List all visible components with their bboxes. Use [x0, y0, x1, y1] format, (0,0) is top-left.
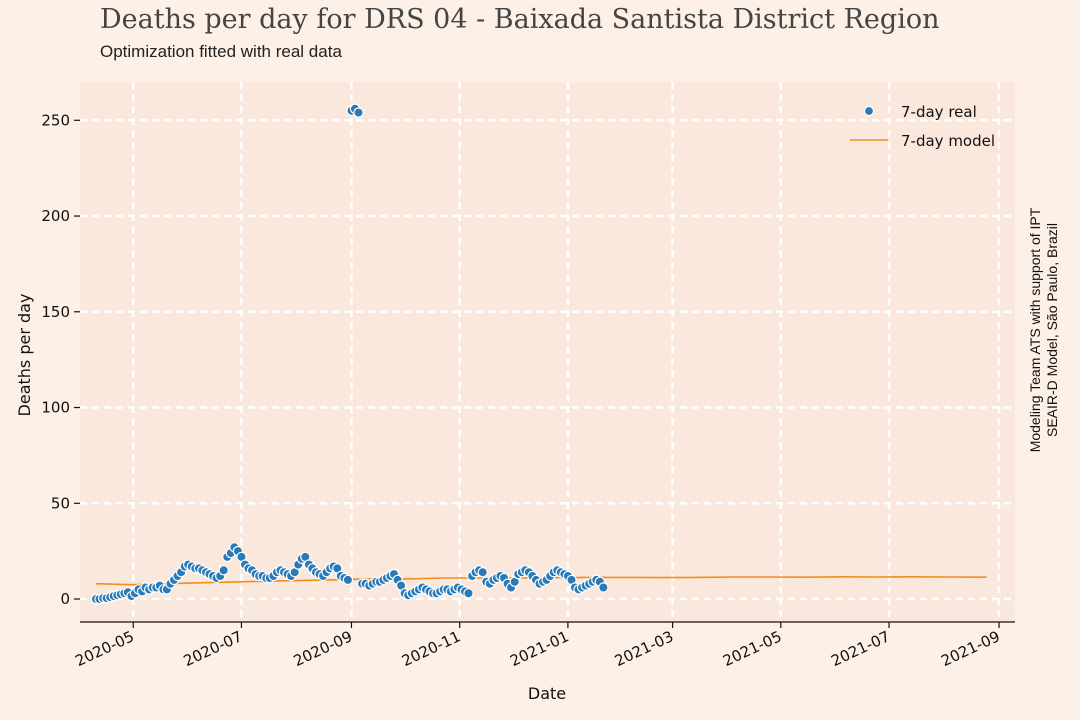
x-tick-label: 2020-05 [72, 627, 136, 670]
x-tick-label: 2021-07 [828, 627, 892, 670]
y-tick-label: 150 [41, 303, 70, 321]
real-data-point [342, 574, 354, 586]
real-data-point [218, 565, 229, 576]
x-tick-label: 2021-09 [938, 627, 1002, 670]
y-tick-label: 0 [60, 590, 70, 608]
x-tick-label: 2021-03 [612, 627, 676, 670]
x-axis-label: Date [528, 684, 566, 703]
x-tick-label: 2021-01 [507, 627, 571, 670]
legend: 7-day real 7-day model [850, 103, 995, 150]
x-tick-label: 2021-05 [720, 627, 784, 670]
chart-marks [90, 103, 987, 605]
y-tick-label: 100 [41, 399, 70, 417]
y-axis-label: Deaths per day [15, 294, 34, 417]
x-tick-label: 2020-07 [181, 627, 245, 670]
real-data-point [353, 107, 364, 118]
real-data-point [598, 582, 609, 593]
real-data-point [477, 567, 488, 578]
y-tick-label: 250 [41, 111, 70, 129]
model-line [95, 575, 987, 586]
x-tick-label: 2020-09 [291, 627, 355, 670]
chart-title: Deaths per day for DRS 04 - Baixada Sant… [100, 4, 940, 35]
y-tick-label: 50 [51, 494, 70, 512]
y-tick-label: 200 [41, 207, 70, 225]
real-data-point [463, 588, 474, 599]
plot-area [80, 82, 1015, 622]
legend-model-label: 7-day model [901, 132, 995, 150]
x-tick-label: 2020-11 [399, 627, 463, 670]
grid [80, 82, 1015, 622]
legend-real-label: 7-day real [901, 103, 977, 121]
legend-real-marker [863, 105, 875, 117]
chart-subtitle: Optimization fitted with real data [100, 42, 342, 61]
